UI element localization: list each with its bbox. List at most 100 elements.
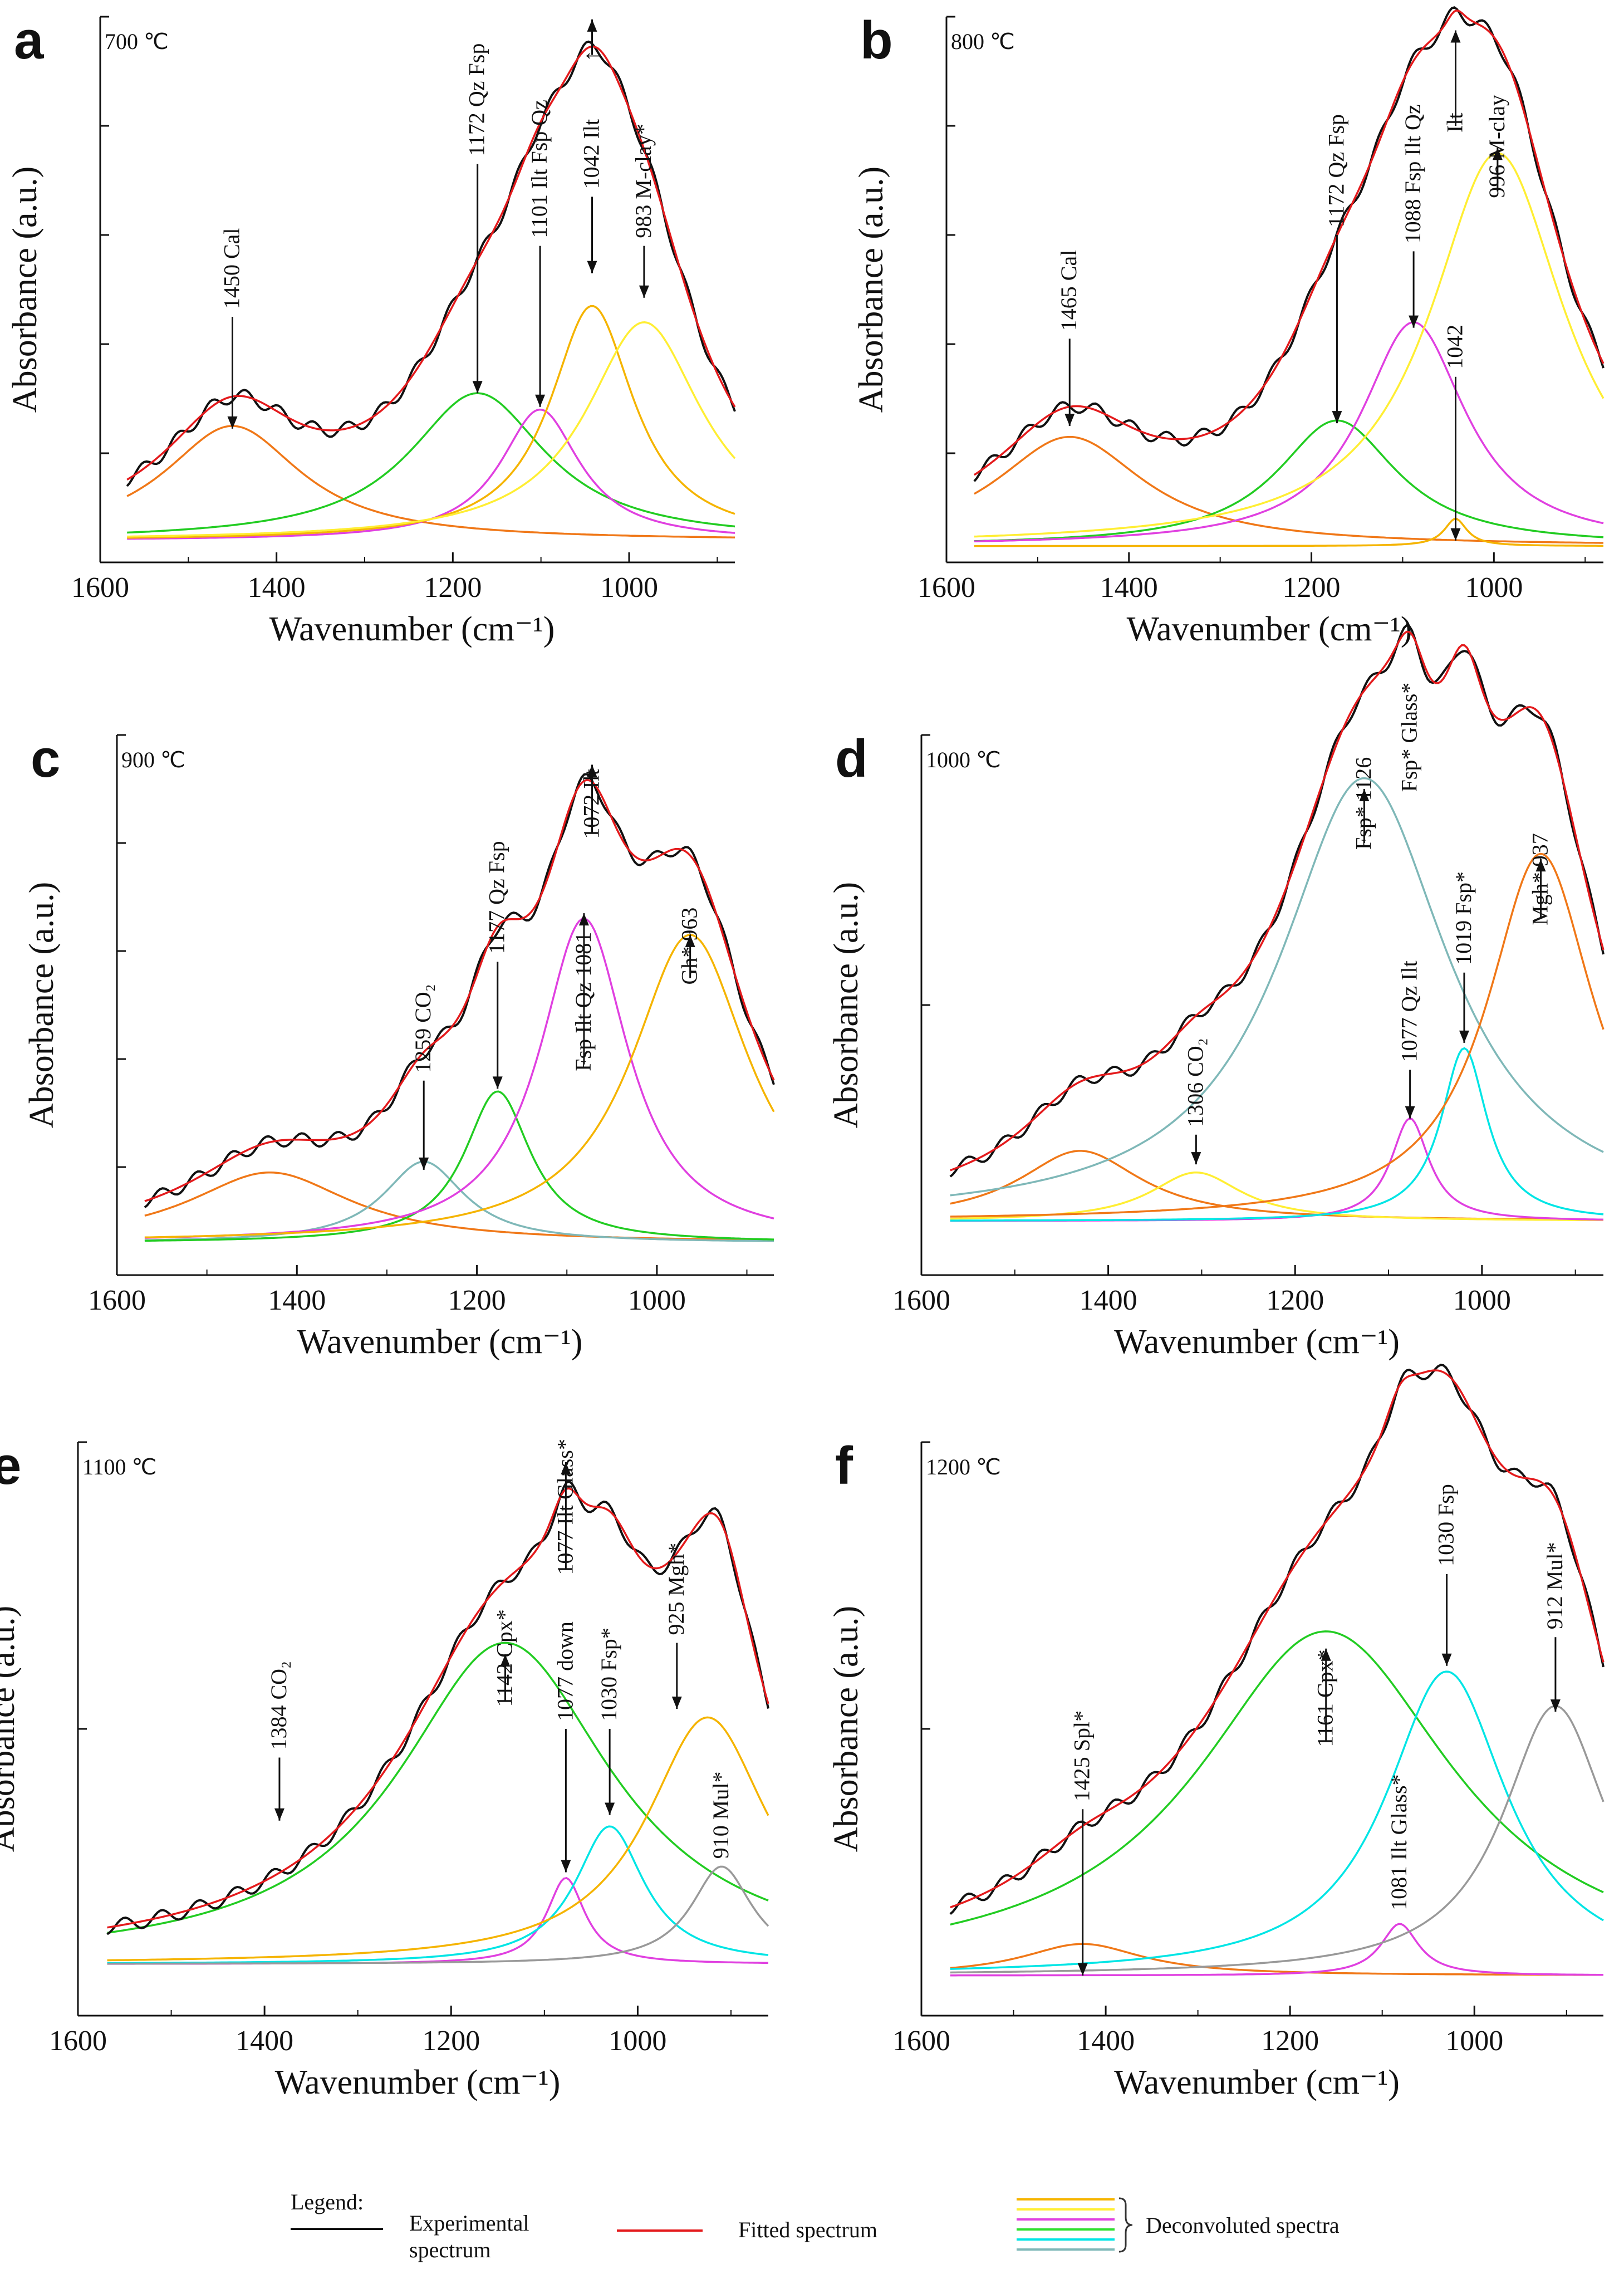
peak-annotation: 1384 CO₂	[266, 1661, 291, 1821]
x-tick-label: 1200	[1261, 2025, 1319, 2057]
deconvoluted-peak-925	[107, 1716, 769, 1962]
deconvoluted-peak-963	[144, 934, 775, 1239]
peak-annotation: 1019 Fsp*	[1451, 871, 1476, 1043]
annotation-arrowhead	[1492, 148, 1503, 160]
x-tick-label: 1200	[448, 1285, 506, 1316]
peak-annotation: 1042 Ilt	[579, 119, 604, 273]
annotation-arrowhead	[561, 1860, 571, 1873]
annotation-label: ↑	[579, 51, 604, 62]
annotation-label: 1081 Ilt Glass*	[1386, 1774, 1411, 1910]
deconvoluted-peak-1019	[950, 1047, 1604, 1222]
x-tick-label: 1000	[1445, 2025, 1503, 2057]
y-axis-label: Absorbance (a.u.)	[852, 166, 890, 413]
peak-annotation: 1042	[1443, 325, 1468, 541]
peak-annotation: 1306 CO₂	[1183, 1038, 1208, 1165]
x-tick-label: 1200	[1266, 1285, 1324, 1316]
panel-letter: a	[14, 11, 44, 70]
deconvoluted-peak-1465	[974, 435, 1603, 544]
peak-annotation: Fsp Ilt Qz 1081	[571, 913, 596, 1071]
panel-temperature: 700 ℃	[105, 29, 169, 54]
experimental-spectrum	[949, 624, 1605, 1178]
annotation-label: 1306 CO₂	[1183, 1038, 1208, 1127]
annotation-arrowhead	[1441, 1653, 1452, 1666]
deconvoluted-peak-1425	[950, 1943, 1603, 1976]
annotation-label: 983 M-clay*	[631, 124, 656, 238]
annotation-label: 1161 Cpx*	[1313, 1649, 1338, 1747]
legend-fitted-label: Fitted spectrum	[738, 2217, 877, 2242]
x-tick-label: 1200	[422, 2025, 480, 2057]
annotation-label: 1142 Cpx*	[492, 1609, 517, 1707]
annotation-label: Mgh* 937	[1528, 833, 1553, 925]
deconvoluted-peak-1042	[127, 305, 735, 539]
panel-b: 1600 1400 1200 1000 Wavenumber (cm⁻¹) Absorba…	[852, 6, 1605, 648]
legend-deconvoluted-label: Deconvoluted spectra	[1146, 2213, 1340, 2238]
deconvoluted-peak-1126	[950, 777, 1604, 1197]
panel-letter: e	[0, 1436, 21, 1496]
annotation-label: 1077 down	[552, 1621, 577, 1721]
legend-experimental-label-2: spectrum	[409, 2237, 491, 2262]
annotation-arrowhead	[1077, 1963, 1088, 1976]
y-axis-label: Absorbance (a.u.)	[827, 882, 865, 1128]
annotation-arrowhead	[1405, 1106, 1415, 1119]
x-tick-label: 1600	[71, 572, 129, 604]
peak-annotation: 912 Mul*	[1542, 1542, 1567, 1712]
fitted-spectrum	[144, 779, 775, 1202]
annotation-arrowhead	[587, 261, 597, 273]
annotation-arrowhead	[492, 1076, 503, 1089]
annotation-label: 996 M-clay	[1484, 95, 1509, 198]
annotation-arrowhead	[500, 1654, 511, 1667]
x-tick-label: 1400	[268, 1285, 326, 1316]
y-axis-label: Absorbance (a.u.)	[827, 1606, 865, 1852]
deconvoluted-peak-1042	[974, 518, 1603, 547]
peak-annotation: 925 Mgh*	[664, 1543, 689, 1709]
annotation-arrowhead	[472, 381, 483, 394]
deconvoluted-peak-983	[127, 321, 736, 538]
fitted-spectrum	[126, 45, 736, 481]
deconvoluted-peak-1088	[974, 321, 1604, 543]
deconvoluted-peak-1177	[144, 1090, 774, 1242]
legend-brace	[1118, 2197, 1133, 2253]
panel-letter: f	[835, 1436, 853, 1496]
x-axis-label: Wavenumber (cm⁻¹)	[1127, 610, 1412, 648]
experimental-spectrum	[144, 773, 775, 1209]
annotation-label: 1042 Ilt	[579, 119, 604, 189]
annotation-arrowhead	[605, 1802, 615, 1815]
annotation-arrowhead	[587, 19, 597, 32]
x-tick-label: 1600	[49, 2025, 107, 2057]
peak-annotation: 1077 down	[552, 1621, 577, 1873]
x-tick-label: 1600	[892, 2025, 950, 2057]
annotation-label: 1465 Cal	[1056, 250, 1081, 331]
y-axis-label: Absorbance (a.u.)	[0, 1606, 22, 1852]
annotation-arrowhead	[1332, 411, 1342, 424]
legend-deconvoluted-lines	[1017, 2198, 1115, 2251]
peak-annotation: 996 M-clay	[1484, 95, 1509, 198]
x-tick-label: 1000	[600, 572, 658, 604]
x-tick-label: 1000	[1453, 1285, 1511, 1316]
deconvoluted-peak-1430	[144, 1171, 774, 1241]
experimental-spectrum	[949, 1364, 1605, 1915]
panel-c: 1600 1400 1200 1000 Wavenumber (cm⁻¹) Absorba…	[23, 729, 775, 1361]
deconvoluted-peak-937	[950, 852, 1605, 1218]
x-axis-label: Wavenumber (cm⁻¹)	[269, 610, 555, 648]
deconvoluted-peak-910	[107, 1865, 769, 1965]
fitted-spectrum	[107, 1487, 769, 1929]
x-tick-label: 1600	[892, 1285, 950, 1316]
x-tick-label: 1400	[1080, 1285, 1137, 1316]
deconvoluted-peak-1081	[950, 1923, 1603, 1977]
peak-annotation: ↑	[579, 19, 604, 62]
peak-annotation: 1465 Cal	[1056, 250, 1081, 426]
annotation-label: 1030 Fsp*	[596, 1628, 621, 1721]
x-tick-label: 1400	[235, 2025, 293, 2057]
annotation-arrowhead	[1550, 1699, 1561, 1712]
annotation-label: 1088 Fsp Ilt Qz	[1400, 104, 1425, 243]
annotation-label: 1177 Qz Fsp	[484, 841, 509, 954]
deconvoluted-peak-1077	[107, 1877, 769, 1965]
panel-temperature: 1000 ℃	[926, 747, 1001, 772]
peak-annotation: 1077 Qz Ilt	[1397, 960, 1422, 1119]
deconvoluted-peak-1172	[127, 392, 735, 534]
annotation-arrowhead	[1191, 1152, 1201, 1165]
annotation-arrowhead	[274, 1808, 284, 1821]
x-tick-label: 1000	[609, 2025, 666, 2057]
deconvoluted-peak-1430	[950, 1150, 1603, 1221]
annotation-label: 1077 Qz Ilt	[1397, 960, 1422, 1062]
